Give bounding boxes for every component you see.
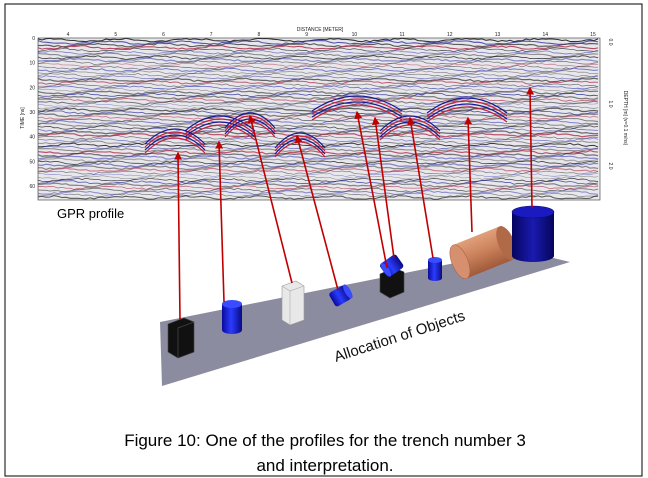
black-box [168, 318, 194, 358]
blue-cylinder [222, 304, 242, 334]
depth-tick-label: 1.0 [607, 101, 613, 108]
blue-cylinder-3-top [428, 257, 442, 263]
depth-tick-label: 2.0 [607, 163, 613, 170]
y-tick-label: 40 [29, 135, 35, 141]
depth-axis-title: DEPTH [m] (v=0.1 m/ns) [622, 91, 628, 146]
y-tick-label: 50 [29, 159, 35, 165]
caption-line: Figure 10: One of the profiles for the t… [124, 431, 526, 450]
y-tick-label: 10 [29, 61, 35, 67]
x-tick-label: 10 [352, 32, 358, 38]
y-axis-title: TIME [ns] [20, 107, 26, 129]
depth-tick-label: 0.0 [607, 39, 613, 46]
x-tick-label: 11 [399, 32, 404, 38]
x-tick-label: 9 [305, 32, 308, 38]
white-box [282, 281, 304, 325]
y-tick-label: 0 [32, 36, 35, 42]
x-tick-label: 6 [162, 32, 165, 38]
y-tick-label: 30 [29, 110, 35, 116]
x-axis-title: DISTANCE [METER] [297, 27, 344, 33]
blue-cylinder-top [222, 300, 242, 308]
y-tick-label: 20 [29, 85, 35, 91]
x-tick-label: 14 [542, 32, 548, 38]
navy-cylinder [512, 212, 554, 262]
x-tick-label: 15 [590, 32, 596, 38]
x-tick-label: 12 [447, 32, 453, 38]
x-tick-label: 5 [114, 32, 117, 38]
x-tick-label: 4 [67, 32, 70, 38]
caption-line: and interpretation. [256, 456, 393, 475]
figure: DISTANCE [METER] 4 5 6 7 8 9 10 11 12 13 14 15 TIME… [0, 0, 648, 478]
blue-cylinder-3 [428, 260, 442, 281]
y-tick-label: 60 [29, 184, 35, 190]
page: DISTANCE [METER] 4 5 6 7 8 9 10 11 12 13 14 15 TIME… [0, 0, 648, 478]
gpr-label: GPR profile [57, 206, 124, 221]
x-tick-label: 8 [258, 32, 261, 38]
x-tick-label: 13 [495, 32, 501, 38]
navy-cylinder-top [512, 206, 554, 218]
x-tick-label: 7 [210, 32, 213, 38]
